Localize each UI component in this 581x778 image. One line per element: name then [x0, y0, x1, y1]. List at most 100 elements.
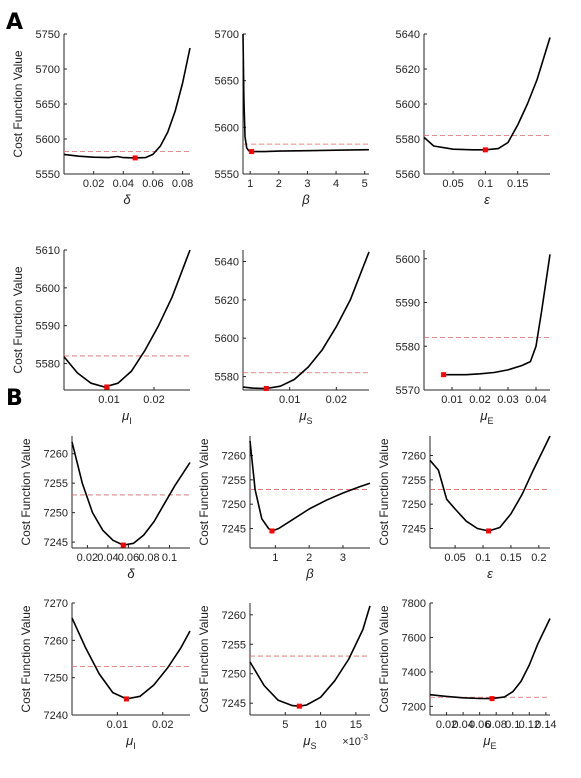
x-tick-label: 3: [304, 178, 310, 190]
x-axis-label: μI: [121, 408, 132, 426]
x-axis-label: μE: [482, 733, 496, 751]
y-tick-label: 7255: [222, 639, 246, 651]
y-tick-label: 5750: [36, 29, 60, 41]
chart-panel-a-4: 0.01 0.02 5580 5590 5600 5610 μI Cost Function …: [11, 245, 191, 426]
y-tick-label: 7260: [44, 635, 68, 647]
x-tick-label: 0.1: [162, 552, 177, 564]
series-line: [242, 33, 370, 153]
y-tick-label: 5570: [396, 385, 420, 397]
x-tick-label: 2: [276, 178, 282, 190]
x-tick-label: 0.04: [525, 394, 546, 406]
x-axis-symbol: μ: [479, 408, 487, 423]
x-tick-label: 0.01: [279, 394, 300, 406]
x-axis-subscript: E: [488, 416, 494, 426]
x-axis-label: ε: [487, 566, 493, 581]
y-tick-label: 5600: [215, 333, 239, 345]
x-axis-symbol: μ: [298, 408, 306, 423]
chart-panel-a-6: 0.01 0.02 0.03 0.04 5570 5580 5590 5600 μE: [396, 250, 551, 426]
chart-panel-b-1: 0.02 0.04 0.06 0.08 0.1 7245 7250 7255 7260 δ Cost…: [19, 436, 191, 581]
x-tick-label: 0.02: [83, 178, 104, 190]
x-axis-symbol: β: [305, 566, 314, 581]
y-tick-label: 5700: [36, 64, 60, 76]
x-tick-label: 4: [333, 178, 339, 190]
y-tick-label: 7260: [44, 449, 68, 461]
x-axis-symbol: δ: [123, 192, 131, 207]
minimum-point: [482, 147, 488, 153]
series-line: [63, 249, 191, 388]
x-exponent-base: ×10: [342, 736, 361, 748]
y-tick-label: 5550: [215, 169, 239, 181]
x-axis-subscript: I: [133, 741, 136, 751]
x-axis-label: μS: [298, 408, 312, 426]
y-tick-label: 7250: [222, 499, 246, 511]
x-tick-label: 0.12: [519, 719, 540, 731]
y-axis-label: Cost Function Value: [11, 50, 25, 157]
x-axis-label: δ: [123, 192, 131, 207]
x-tick-label: 1: [272, 552, 278, 564]
x-axis-label: μS: [302, 733, 316, 751]
x-tick-label: 0.02: [436, 719, 457, 731]
series-line: [429, 435, 551, 532]
x-tick-label: 0.02: [326, 394, 347, 406]
x-tick-label: 0.01: [107, 719, 128, 731]
x-tick-label: 0.05: [444, 552, 465, 564]
x-tick-label: 1: [247, 178, 253, 190]
y-tick-label: 5600: [215, 122, 239, 134]
x-tick-label: 0.04: [452, 719, 473, 731]
minimum-point: [123, 696, 129, 702]
minimum-point: [249, 149, 255, 155]
x-axis-subscript: S: [311, 741, 317, 751]
y-axis-label: Cost Function Value: [197, 605, 211, 712]
x-tick-label: 15: [350, 719, 362, 731]
x-tick-label: 5: [282, 719, 288, 731]
x-tick-label: 0.03: [497, 394, 518, 406]
y-tick-label: 5580: [396, 341, 420, 353]
minimum-point: [263, 385, 269, 391]
y-tick-label: 5560: [396, 169, 420, 181]
series-line: [242, 251, 370, 390]
x-tick-label: 0.05: [442, 178, 463, 190]
y-axis-label: Cost Function Value: [19, 438, 33, 545]
x-tick-label: 0.08: [138, 552, 159, 564]
y-tick-label: 5600: [36, 283, 60, 295]
x-axis-label: μI: [125, 733, 136, 751]
x-axis-symbol: μ: [482, 733, 490, 748]
x-tick-label: 0.2: [531, 552, 546, 564]
y-axis-label: Cost Function Value: [11, 266, 25, 373]
x-axis-label: β: [301, 192, 310, 207]
x-axis-label: μE: [479, 408, 493, 426]
x-tick-label: 0.06: [469, 719, 490, 731]
x-tick-label: 0.02: [143, 394, 164, 406]
y-tick-label: 5600: [396, 99, 420, 111]
x-tick-label: 0.1: [478, 178, 493, 190]
minimum-point: [441, 372, 447, 378]
minimum-point: [489, 696, 495, 702]
chart-panel-b-4: 0.01 0.02 7240 7250 7260 7270 μI Cost Function …: [19, 598, 191, 751]
minimum-point: [486, 528, 492, 534]
x-tick-label: 0.15: [500, 552, 521, 564]
series-line: [249, 440, 371, 532]
y-tick-label: 5600: [36, 134, 60, 146]
x-tick-label: 0.01: [441, 394, 462, 406]
x-tick-label: 0.06: [118, 552, 139, 564]
minimum-point: [296, 703, 302, 709]
minimum-point: [104, 384, 110, 390]
x-axis-subscript: I: [129, 416, 132, 426]
series-line: [71, 441, 191, 546]
series-line: [63, 47, 191, 159]
y-tick-label: 7250: [402, 499, 426, 511]
x-axis-symbol: δ: [127, 566, 135, 581]
chart-panel-a-1: 0.02 0.04 0.06 0.08 5550 5600 5650 5700 5750 δ Cos…: [11, 29, 193, 207]
y-tick-label: 7245: [222, 524, 246, 536]
x-axis-symbol: μ: [125, 733, 133, 748]
series-line: [249, 605, 371, 707]
y-tick-label: 5580: [396, 134, 420, 146]
y-tick-label: 5650: [215, 76, 239, 88]
y-tick-label: 7255: [222, 475, 246, 487]
chart-panel-b-3: 0.05 0.1 0.15 0.2 7245 7250 7255 7260 ε Cost Func…: [377, 435, 551, 581]
y-tick-label: 5590: [396, 298, 420, 310]
x-axis-symbol: μ: [121, 408, 129, 423]
x-axis-subscript: S: [307, 416, 313, 426]
y-tick-label: 7800: [402, 598, 426, 610]
